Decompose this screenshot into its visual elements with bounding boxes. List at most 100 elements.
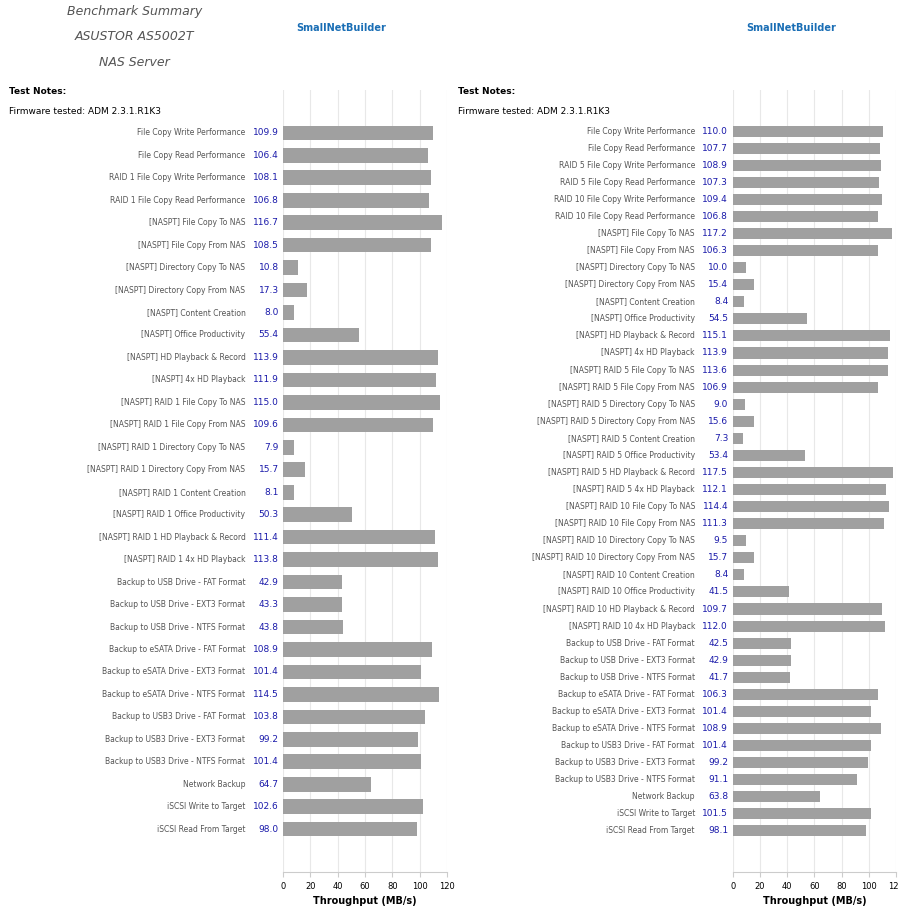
Bar: [733, 825, 867, 836]
Text: [NASPT] RAID 10 Directory Copy To NAS: [NASPT] RAID 10 Directory Copy To NAS: [543, 537, 695, 545]
Text: 8.4: 8.4: [714, 571, 728, 579]
Bar: [283, 507, 352, 522]
Text: [NASPT] File Copy To NAS: [NASPT] File Copy To NAS: [599, 229, 695, 238]
Text: [NASPT] RAID 10 Office Productivity: [NASPT] RAID 10 Office Productivity: [558, 587, 695, 597]
Bar: [283, 260, 298, 275]
Text: [NASPT] RAID 1 HD Playback & Record: [NASPT] RAID 1 HD Playback & Record: [99, 533, 245, 541]
Text: 102.6: 102.6: [253, 802, 279, 811]
Bar: [283, 396, 440, 409]
Text: 9.5: 9.5: [714, 537, 728, 545]
Text: 113.9: 113.9: [253, 353, 279, 362]
Bar: [733, 604, 882, 615]
Bar: [733, 501, 889, 512]
Text: [NASPT] RAID 10 File Copy To NAS: [NASPT] RAID 10 File Copy To NAS: [565, 502, 695, 511]
Text: Backup to eSATA Drive - EXT3 Format: Backup to eSATA Drive - EXT3 Format: [102, 668, 245, 677]
Bar: [733, 535, 745, 547]
Text: [NASPT] RAID 10 4x HD Playback: [NASPT] RAID 10 4x HD Playback: [568, 621, 695, 631]
Text: [NASPT] Office Productivity: [NASPT] Office Productivity: [591, 314, 695, 324]
Text: RAID 10 File Copy Write Performance: RAID 10 File Copy Write Performance: [554, 195, 695, 204]
Bar: [733, 689, 877, 700]
Text: 8.1: 8.1: [264, 488, 279, 497]
Text: 108.5: 108.5: [253, 241, 279, 250]
Text: 111.9: 111.9: [253, 375, 279, 384]
Bar: [733, 518, 885, 529]
Text: NAS Server: NAS Server: [100, 56, 170, 69]
Text: [NASPT] RAID 1 4x HD Playback: [NASPT] RAID 1 4x HD Playback: [124, 555, 245, 564]
Text: RAID 10 File Copy Read Performance: RAID 10 File Copy Read Performance: [555, 212, 695, 221]
Bar: [733, 552, 754, 563]
Text: [NASPT] File Copy From NAS: [NASPT] File Copy From NAS: [587, 246, 695, 255]
Text: iSCSI Read From Target: iSCSI Read From Target: [157, 824, 245, 833]
Text: [NASPT] Directory Copy From NAS: [NASPT] Directory Copy From NAS: [115, 286, 245, 294]
Text: 112.1: 112.1: [702, 485, 728, 494]
Bar: [283, 305, 294, 320]
Text: Backup to USB3 Drive - NTFS Format: Backup to USB3 Drive - NTFS Format: [105, 757, 245, 766]
Text: File Copy Read Performance: File Copy Read Performance: [138, 151, 245, 160]
Bar: [733, 586, 789, 597]
Bar: [733, 262, 746, 273]
Text: [NASPT] RAID 1 File Copy From NAS: [NASPT] RAID 1 File Copy From NAS: [110, 420, 245, 430]
Text: 110.0: 110.0: [702, 126, 728, 136]
Text: [NASPT] RAID 1 Office Productivity: [NASPT] RAID 1 Office Productivity: [113, 510, 245, 519]
Bar: [733, 194, 882, 205]
Bar: [283, 732, 418, 747]
Bar: [283, 216, 442, 230]
Text: File Copy Write Performance: File Copy Write Performance: [587, 126, 695, 136]
Text: [NASPT] RAID 1 Directory Copy To NAS: [NASPT] RAID 1 Directory Copy To NAS: [98, 443, 245, 452]
Bar: [733, 125, 883, 136]
Text: 64.7: 64.7: [259, 780, 279, 788]
Bar: [283, 238, 432, 253]
Bar: [283, 283, 307, 298]
Text: 106.8: 106.8: [253, 195, 279, 205]
Text: Firmware tested: ADM 2.3.1.R1K3: Firmware tested: ADM 2.3.1.R1K3: [9, 107, 161, 116]
Text: 55.4: 55.4: [259, 330, 279, 339]
Bar: [283, 440, 294, 455]
Bar: [733, 467, 893, 478]
Text: Backup to eSATA Drive - NTFS Format: Backup to eSATA Drive - NTFS Format: [552, 724, 695, 733]
Text: [NASPT] RAID 10 HD Playback & Record: [NASPT] RAID 10 HD Playback & Record: [543, 605, 695, 613]
Bar: [283, 574, 342, 589]
Text: 101.5: 101.5: [702, 810, 728, 819]
Bar: [733, 791, 820, 802]
Text: 106.4: 106.4: [253, 151, 279, 160]
Text: Backup to USB Drive - FAT Format: Backup to USB Drive - FAT Format: [566, 639, 695, 647]
Text: 17.3: 17.3: [259, 286, 279, 294]
Bar: [733, 432, 743, 443]
Bar: [733, 655, 791, 666]
Text: 112.0: 112.0: [702, 621, 728, 631]
Text: 101.4: 101.4: [702, 707, 728, 715]
Text: 109.4: 109.4: [702, 195, 728, 204]
Text: iSCSI Read From Target: iSCSI Read From Target: [607, 826, 695, 835]
Text: 106.9: 106.9: [702, 383, 728, 392]
Text: 91.1: 91.1: [708, 775, 728, 785]
Text: [NASPT] RAID 5 File Copy From NAS: [NASPT] RAID 5 File Copy From NAS: [559, 383, 695, 392]
Text: Benchmark Summary: Benchmark Summary: [67, 5, 202, 18]
Text: File Copy Read Performance: File Copy Read Performance: [588, 144, 695, 153]
Text: 115.0: 115.0: [253, 398, 279, 407]
Text: 106.8: 106.8: [702, 212, 728, 221]
Bar: [283, 327, 359, 342]
Text: 99.2: 99.2: [708, 758, 728, 767]
Text: Backup to USB Drive - NTFS Format: Backup to USB Drive - NTFS Format: [560, 673, 695, 681]
X-axis label: Throughput (MB/s): Throughput (MB/s): [313, 896, 417, 906]
Text: RAID 5 File Copy Read Performance: RAID 5 File Copy Read Performance: [560, 178, 695, 187]
Text: Backup to USB Drive - EXT3 Format: Backup to USB Drive - EXT3 Format: [560, 656, 695, 665]
Bar: [733, 450, 806, 461]
Text: 111.4: 111.4: [253, 533, 279, 541]
Text: 42.9: 42.9: [259, 577, 279, 586]
Text: 101.4: 101.4: [253, 757, 279, 766]
Text: 109.9: 109.9: [253, 128, 279, 137]
Bar: [733, 177, 879, 188]
Text: 99.2: 99.2: [259, 735, 279, 744]
Text: Network Backup: Network Backup: [182, 780, 245, 788]
Text: File Copy Write Performance: File Copy Write Performance: [138, 128, 245, 137]
Bar: [733, 296, 744, 307]
Text: 113.6: 113.6: [702, 365, 728, 374]
Text: Backup to USB3 Drive - FAT Format: Backup to USB3 Drive - FAT Format: [112, 713, 245, 721]
Text: [NASPT] RAID 1 File Copy To NAS: [NASPT] RAID 1 File Copy To NAS: [121, 398, 245, 407]
Text: 115.1: 115.1: [702, 331, 728, 340]
Bar: [733, 143, 879, 154]
Text: 7.3: 7.3: [714, 434, 728, 443]
Text: 10.8: 10.8: [259, 263, 279, 272]
Text: [NASPT] File Copy To NAS: [NASPT] File Copy To NAS: [149, 219, 245, 227]
